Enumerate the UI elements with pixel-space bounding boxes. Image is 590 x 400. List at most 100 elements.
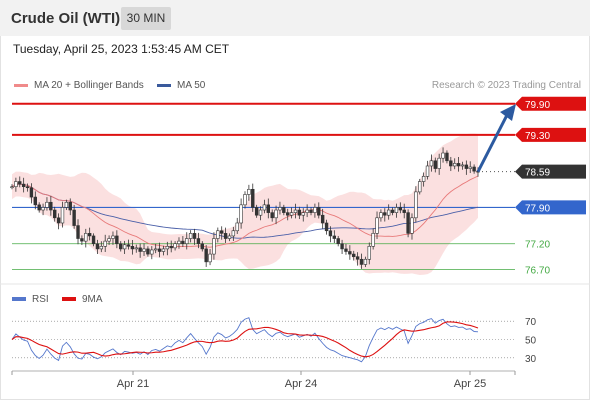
candle-body (266, 204, 270, 213)
bollinger-band (12, 133, 478, 276)
x-tick-label: Apr 24 (285, 378, 317, 390)
candle-body (425, 165, 430, 177)
candle-body (340, 243, 344, 250)
candle-body (56, 217, 61, 224)
candle-body (251, 188, 255, 208)
candle-body (421, 176, 426, 182)
candle-body (200, 243, 204, 250)
support-tag-label: 76.70 (525, 266, 550, 277)
rsi-ma-legend-label: 9MA (82, 294, 103, 305)
ma50-line (11, 183, 479, 239)
candle-body (115, 235, 119, 245)
candle-body (150, 249, 154, 255)
interval-button[interactable]: 30 MIN (121, 7, 171, 30)
credit-text: Research © 2023 Trading Central (431, 80, 581, 91)
candle-body (305, 209, 309, 213)
candle-body (410, 217, 414, 234)
candle-body (196, 238, 201, 245)
rsi-legend-label: RSI (32, 294, 49, 305)
candle-body (418, 181, 422, 193)
candle-body (173, 243, 177, 249)
candle-body (402, 209, 406, 213)
candle-body (301, 212, 305, 216)
candles (10, 147, 480, 269)
legend-ma20-swatch (14, 84, 28, 87)
candle-body (433, 160, 437, 169)
candle-body (375, 217, 379, 234)
candle-body (472, 166, 476, 172)
candle-body (258, 209, 263, 216)
candle-body (441, 152, 445, 159)
pivot-tag-label: 77.90 (525, 203, 550, 214)
candle-body (383, 212, 387, 216)
candle-body (60, 207, 65, 224)
resistance-tag-label: 79.30 (525, 131, 550, 142)
candle-body (297, 209, 302, 216)
legend-ma50-label: MA 50 (177, 80, 206, 91)
candle-body (289, 212, 294, 216)
candle-body (138, 247, 142, 252)
support-tag-label: 77.20 (525, 240, 550, 251)
candle-body (208, 253, 212, 263)
candle-body (363, 258, 368, 265)
candle-body (80, 238, 84, 242)
last-tag (515, 164, 586, 179)
candle-body (270, 212, 274, 219)
candle-body (328, 230, 333, 237)
candle-body (355, 256, 360, 260)
candle-body (25, 186, 30, 189)
last-tag-label: 78.59 (525, 168, 550, 179)
resistance-tag-label: 79.90 (525, 100, 550, 111)
candle-body (146, 248, 150, 255)
candle-body (227, 235, 232, 239)
rsi-legend-swatch (12, 297, 26, 301)
candle-body (181, 240, 185, 245)
candle-body (239, 204, 243, 224)
instrument-title: Crude Oil (WTI) (11, 10, 121, 27)
candle-body (398, 207, 403, 211)
candle-body (449, 160, 453, 167)
header-bar: Crude Oil (WTI) 30 MIN (0, 0, 590, 36)
candle-body (332, 235, 337, 239)
candle-body (64, 201, 69, 208)
candle-body (359, 258, 364, 265)
candle-body (72, 209, 76, 226)
candle-body (348, 251, 352, 255)
candle-body (468, 166, 472, 169)
candle-body (122, 244, 127, 250)
rsi-tick-label: 70 (525, 317, 537, 328)
rsi-legend: RSI 9MA (12, 294, 103, 305)
candle-body (204, 248, 208, 263)
candle-body (111, 235, 115, 239)
legend-ma50-swatch (157, 84, 171, 87)
candle-body (188, 233, 193, 239)
candle-body (18, 181, 22, 185)
legend-ma50: MA 50 (157, 80, 205, 91)
candle-body (165, 246, 170, 250)
candle-body (367, 246, 371, 260)
candle-body (336, 238, 340, 245)
candle-body (29, 187, 34, 198)
candle-body (169, 246, 173, 249)
timestamp: Tuesday, April 25, 2023 1:53:45 AM CET (13, 42, 230, 56)
candle-body (126, 244, 131, 247)
candle-body (192, 233, 197, 239)
candle-body (293, 209, 298, 213)
candle-body (235, 222, 239, 232)
resistance-tag (515, 127, 586, 142)
candle-body (153, 248, 158, 251)
candle-body (452, 163, 457, 167)
candle-body (10, 186, 14, 189)
candle-body (286, 212, 290, 216)
candle-body (437, 157, 441, 169)
forecast-arrowhead (500, 104, 516, 121)
candle-body (99, 246, 104, 250)
candle-body (177, 240, 181, 245)
candle-body (317, 207, 321, 216)
x-tick-label: Apr 21 (117, 378, 149, 390)
pivot-tag (515, 200, 586, 215)
candle-body (185, 238, 189, 245)
candle-body (49, 201, 53, 211)
candle-body (161, 248, 166, 252)
rsi-tick-label: 30 (525, 354, 537, 365)
